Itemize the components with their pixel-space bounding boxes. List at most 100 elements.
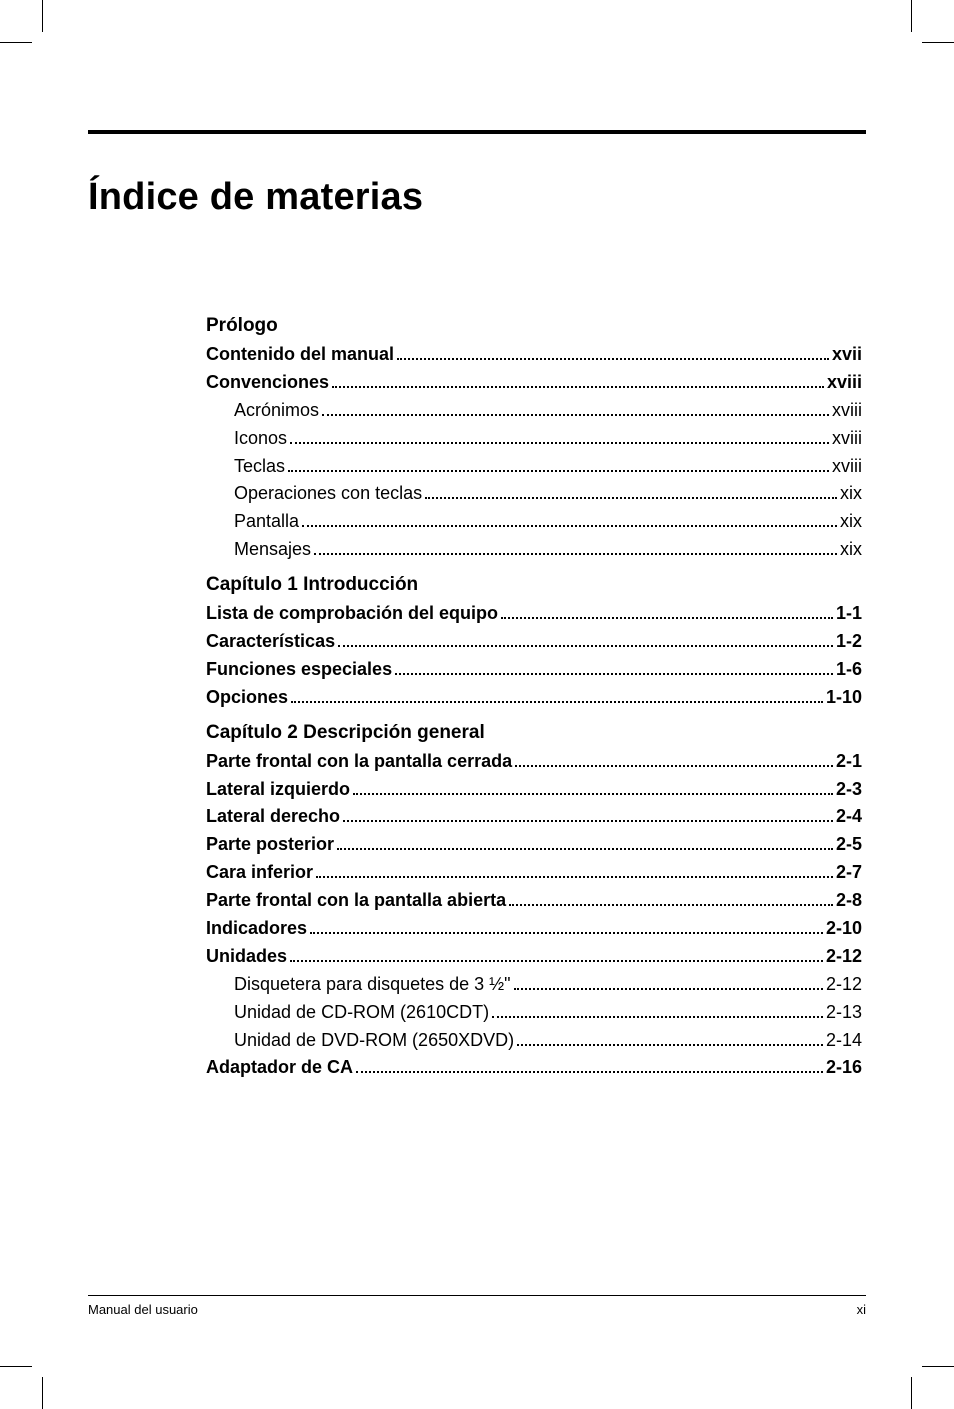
toc-entry-label: Acrónimos xyxy=(234,397,319,425)
toc-entry-label: Opciones xyxy=(206,684,288,712)
toc-leader xyxy=(517,1044,823,1046)
crop-mark xyxy=(911,0,912,32)
toc-entry-page: xix xyxy=(840,508,862,536)
toc-entry-label: Mensajes xyxy=(234,536,311,564)
toc-entry-page: 2-8 xyxy=(836,887,862,915)
toc-entry-label: Disquetera para disquetes de 3 ½" xyxy=(234,971,511,999)
toc-leader xyxy=(356,1071,823,1073)
toc-entry-page: 1-2 xyxy=(836,628,862,656)
toc-entry-page: 1-1 xyxy=(836,600,862,628)
toc-leader xyxy=(314,553,837,555)
toc-entry-page: xix xyxy=(840,480,862,508)
toc-leader xyxy=(343,820,833,822)
footer-rule xyxy=(88,1295,866,1296)
toc-entry-label: Parte posterior xyxy=(206,831,334,859)
toc-entry: Convencionesxviii xyxy=(206,369,862,397)
toc-entry: Contenido del manual xvii xyxy=(206,341,862,369)
footer-page-number: xi xyxy=(857,1302,866,1317)
toc-leader xyxy=(338,645,833,647)
toc-leader xyxy=(288,470,829,472)
toc-leader xyxy=(291,701,823,703)
toc-entry-label: Contenido del manual xyxy=(206,341,394,369)
toc-entry-label: Operaciones con teclas xyxy=(234,480,422,508)
toc-entry: Unidad de CD-ROM (2610CDT) 2-13 xyxy=(206,999,862,1027)
header-rule xyxy=(88,130,866,134)
toc-entry-page: 2-10 xyxy=(826,915,862,943)
toc-entry-page: 2-3 xyxy=(836,776,862,804)
toc-entry-page: xix xyxy=(840,536,862,564)
toc-leader xyxy=(332,386,824,388)
toc-leader xyxy=(397,358,829,360)
toc-entry: Indicadores 2-10 xyxy=(206,915,862,943)
toc-entry-page: 1-6 xyxy=(836,656,862,684)
toc-leader xyxy=(395,673,833,675)
toc-entry-label: Adaptador de CA xyxy=(206,1054,353,1082)
crop-mark xyxy=(911,1377,912,1409)
toc-leader xyxy=(310,932,823,934)
toc-entry-label: Lista de comprobación del equipo xyxy=(206,600,498,628)
toc-entry: Lista de comprobación del equipo 1-1 xyxy=(206,600,862,628)
toc-entry: Lateral derecho 2-4 xyxy=(206,803,862,831)
toc-entry: Lateral izquierdo 2-3 xyxy=(206,776,862,804)
toc-entry-page: xvii xyxy=(832,341,862,369)
toc-entry: Funciones especiales 1-6 xyxy=(206,656,862,684)
toc-entry-label: Indicadores xyxy=(206,915,307,943)
toc-entry: Disquetera para disquetes de 3 ½"2-12 xyxy=(206,971,862,999)
toc-leader xyxy=(514,988,823,990)
toc-leader xyxy=(290,960,823,962)
toc-entry: Unidades 2-12 xyxy=(206,943,862,971)
toc-entry: Unidad de DVD-ROM (2650XDVD)2-14 xyxy=(206,1027,862,1055)
toc-section-heading: Capítulo 1 Introducción xyxy=(206,574,862,596)
toc-entry-label: Parte frontal con la pantalla cerrada xyxy=(206,748,512,776)
toc-entry-label: Iconos xyxy=(234,425,287,453)
toc-entry: Cara inferior 2-7 xyxy=(206,859,862,887)
crop-mark xyxy=(922,1366,954,1367)
toc-entry-label: Unidad de CD-ROM (2610CDT) xyxy=(234,999,489,1027)
page-footer: Manual del usuario xi xyxy=(88,1295,866,1317)
toc-section-heading: Prólogo xyxy=(206,315,862,337)
toc-entry: Opciones 1-10 xyxy=(206,684,862,712)
toc-entry-page: 2-4 xyxy=(836,803,862,831)
toc-entry-page: 1-10 xyxy=(826,684,862,712)
toc-leader xyxy=(337,848,833,850)
toc-entry-page: 2-14 xyxy=(826,1027,862,1055)
crop-mark xyxy=(42,1377,43,1409)
toc-entry-label: Teclas xyxy=(234,453,285,481)
footer-left-text: Manual del usuario xyxy=(88,1302,198,1317)
toc-entry-page: 2-13 xyxy=(826,999,862,1027)
crop-mark xyxy=(922,42,954,43)
toc-entry-page: xviii xyxy=(832,453,862,481)
toc-entry-label: Funciones especiales xyxy=(206,656,392,684)
toc-leader xyxy=(501,617,833,619)
toc-entry-label: Características xyxy=(206,628,335,656)
toc-leader xyxy=(290,442,829,444)
toc-entry: Parte frontal con la pantalla abierta 2-8 xyxy=(206,887,862,915)
toc-leader xyxy=(316,876,833,878)
toc-entry-label: Cara inferior xyxy=(206,859,313,887)
toc-entry-page: 2-12 xyxy=(826,943,862,971)
crop-mark xyxy=(0,1366,32,1367)
toc-entry-label: Lateral izquierdo xyxy=(206,776,350,804)
crop-mark xyxy=(0,42,32,43)
toc-leader xyxy=(322,414,829,416)
toc-entry: Parte frontal con la pantalla cerrada2-1 xyxy=(206,748,862,776)
toc-entry-page: xviii xyxy=(827,369,862,397)
toc-entry-label: Unidades xyxy=(206,943,287,971)
toc-entry-label: Lateral derecho xyxy=(206,803,340,831)
toc-entry: Pantallaxix xyxy=(206,508,862,536)
toc-leader xyxy=(425,497,837,499)
toc-entry-page: xviii xyxy=(832,397,862,425)
toc-entry-page: 2-7 xyxy=(836,859,862,887)
toc-leader xyxy=(509,904,833,906)
toc-leader xyxy=(492,1016,823,1018)
page: Índice de materias Prólogo Contenido del… xyxy=(88,64,866,1345)
toc-section-heading: Capítulo 2 Descripción general xyxy=(206,722,862,744)
toc-entry: Iconosxviii xyxy=(206,425,862,453)
toc-entry: Acrónimos xviii xyxy=(206,397,862,425)
toc-entry-label: Parte frontal con la pantalla abierta xyxy=(206,887,506,915)
toc-entry-page: 2-16 xyxy=(826,1054,862,1082)
toc-entry: Operaciones con teclas xix xyxy=(206,480,862,508)
toc-entry: Mensajes xix xyxy=(206,536,862,564)
toc-entry-page: 2-5 xyxy=(836,831,862,859)
page-title: Índice de materias xyxy=(88,176,866,219)
